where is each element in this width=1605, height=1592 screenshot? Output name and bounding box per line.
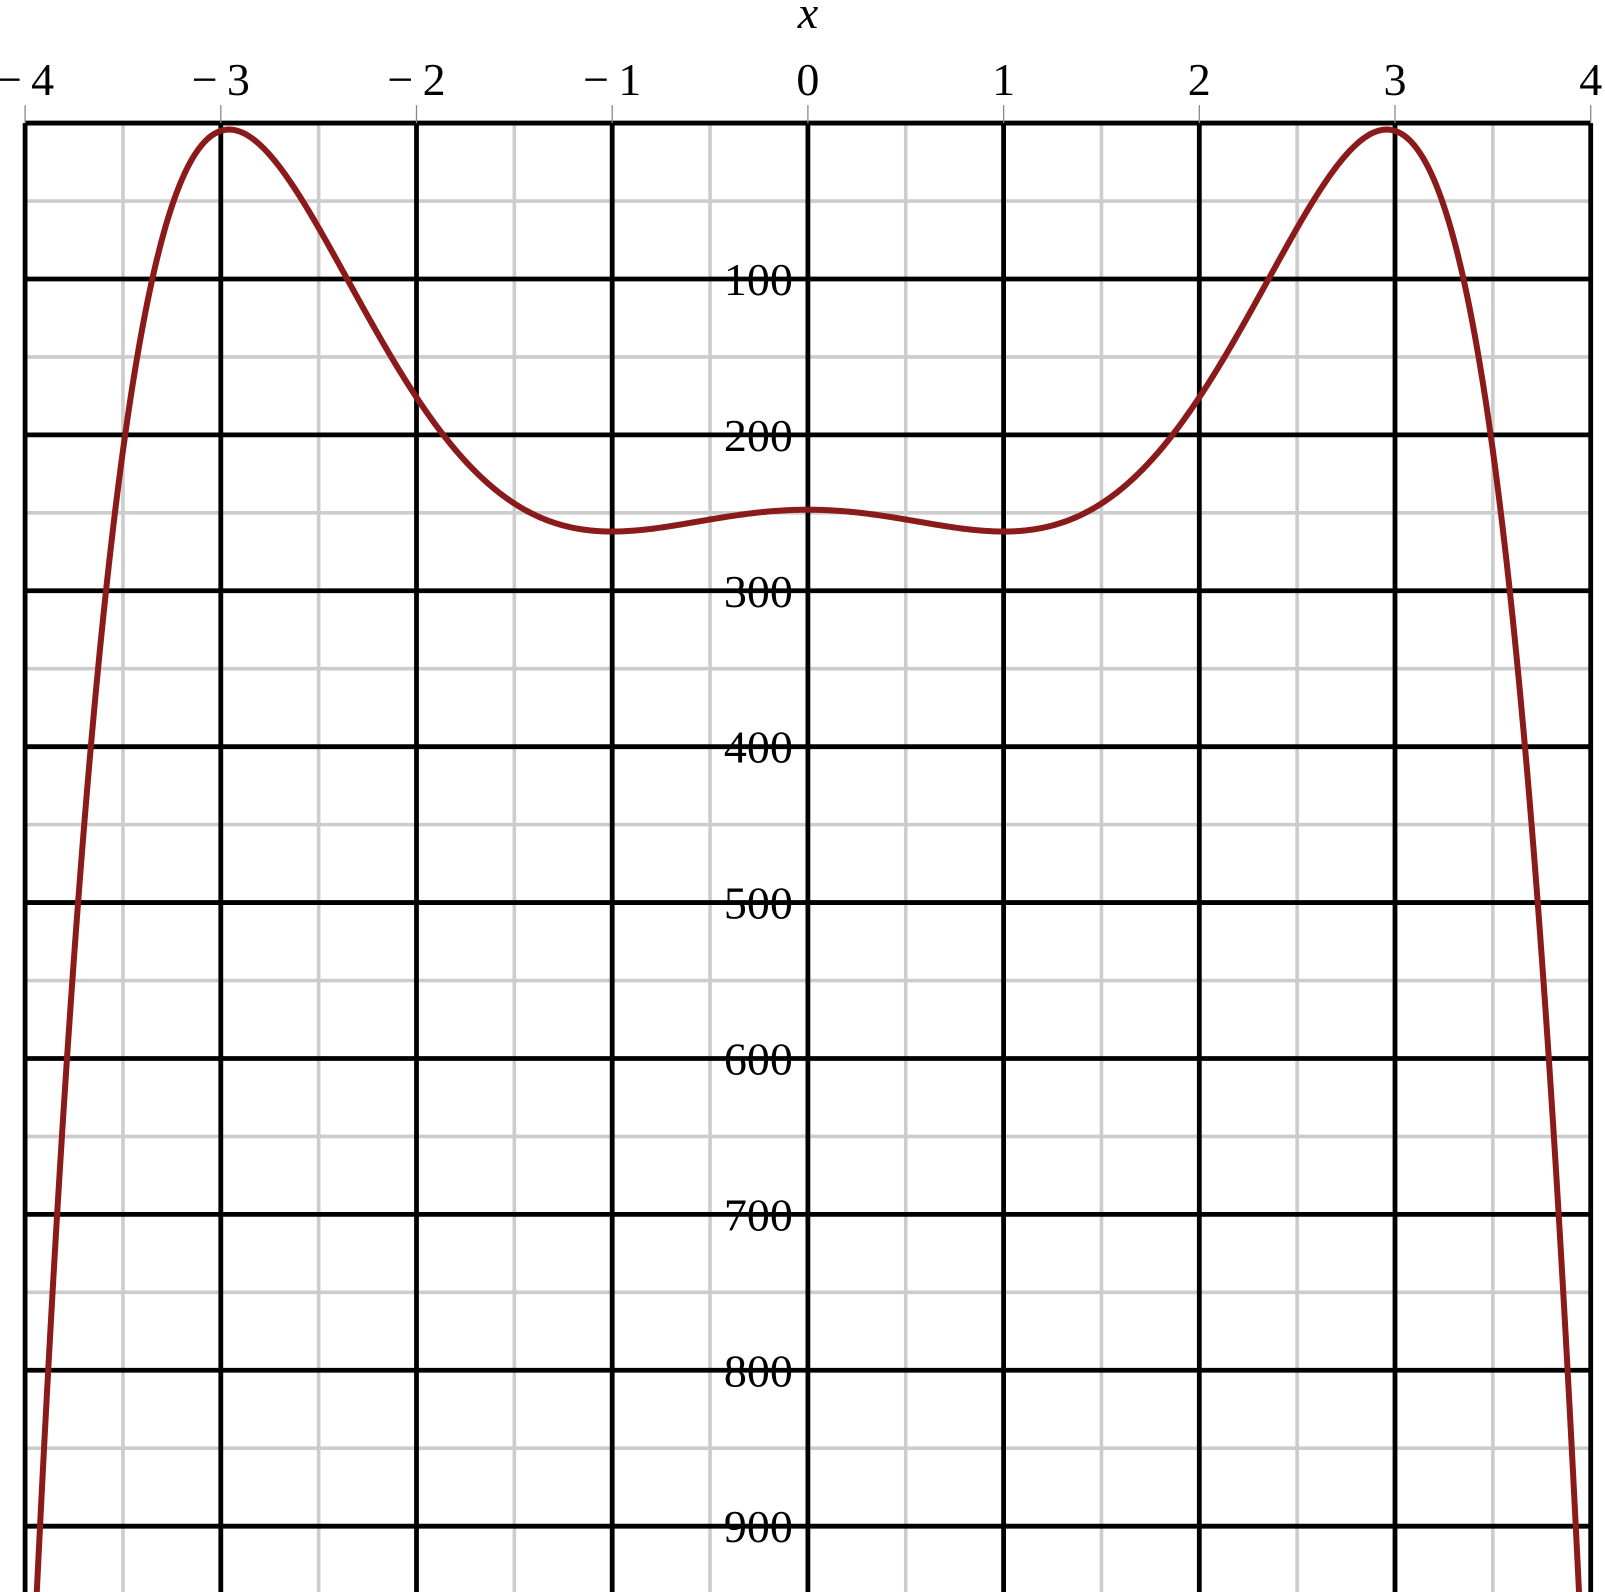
svg-text:4: 4 [1579, 54, 1602, 105]
svg-text:− 3: − 3 [192, 54, 250, 105]
svg-text:3: 3 [1384, 54, 1407, 105]
svg-text:2: 2 [1188, 54, 1211, 105]
svg-text:− 1: − 1 [583, 54, 641, 105]
svg-text:− 400: − 400 [689, 722, 793, 773]
svg-text:− 4: − 4 [0, 54, 54, 105]
svg-text:x: x [797, 0, 819, 38]
svg-text:− 600: − 600 [689, 1033, 793, 1084]
svg-text:− 100: − 100 [689, 254, 793, 305]
svg-text:− 200: − 200 [689, 410, 793, 461]
svg-text:− 300: − 300 [689, 566, 793, 617]
svg-text:− 2: − 2 [387, 54, 445, 105]
svg-text:1: 1 [992, 54, 1015, 105]
svg-text:− 900: − 900 [689, 1501, 793, 1552]
svg-text:− 700: − 700 [689, 1189, 793, 1240]
svg-text:− 800: − 800 [689, 1345, 793, 1396]
svg-text:0: 0 [796, 54, 819, 105]
svg-text:− 500: − 500 [689, 878, 793, 929]
